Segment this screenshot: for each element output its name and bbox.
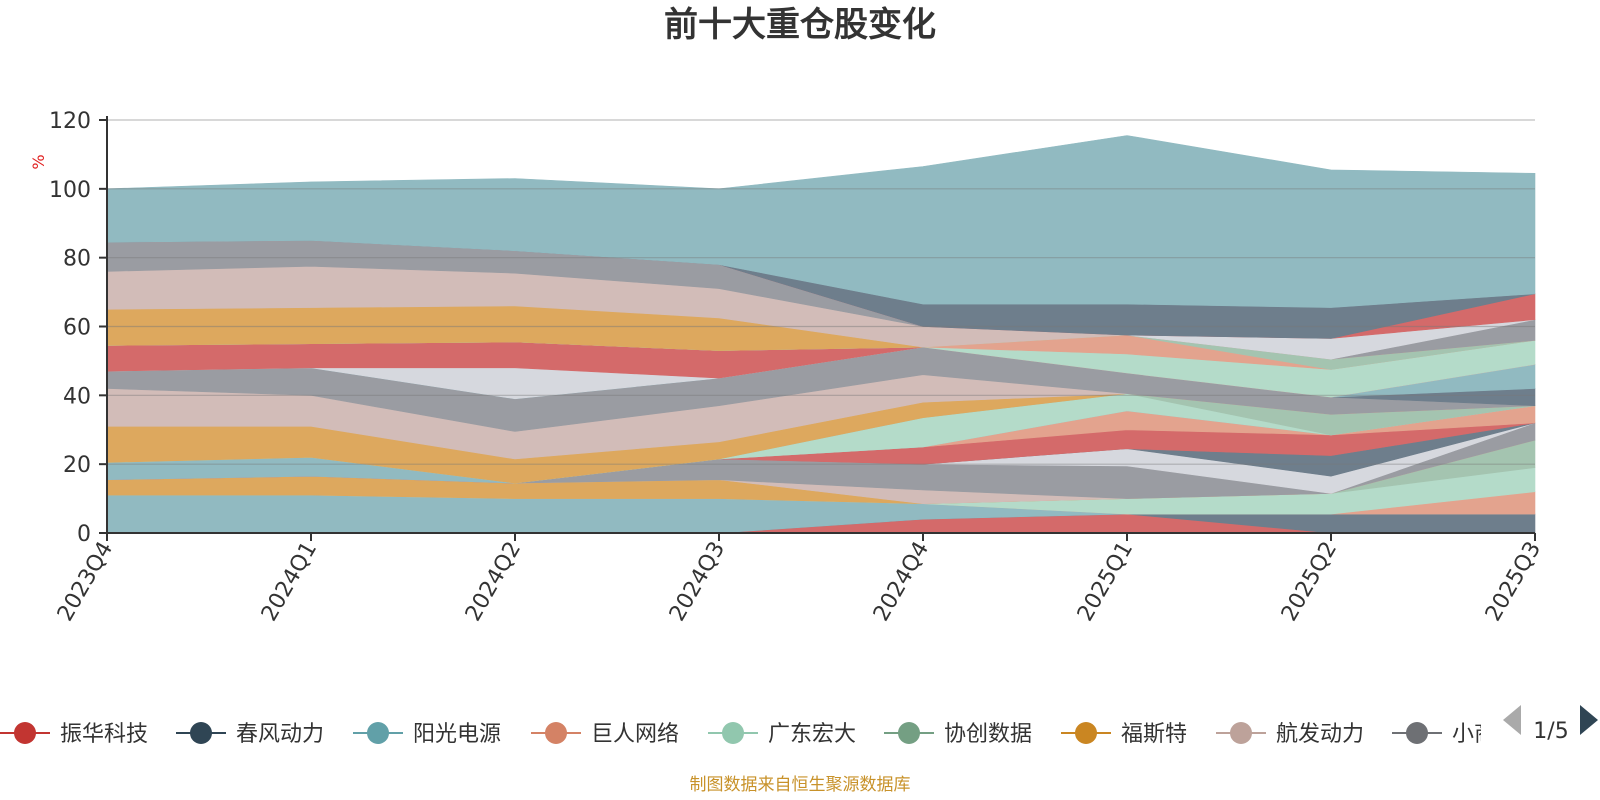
legend-dot-icon — [1075, 722, 1097, 744]
legend-dot-icon — [14, 722, 36, 744]
legend-item-8[interactable]: 航发动力 — [1216, 722, 1364, 747]
x-tick-label: 2025Q3 — [1481, 538, 1546, 626]
y-tick-label: 80 — [63, 247, 91, 272]
x-tick-label: 2025Q1 — [1073, 538, 1138, 626]
legend-item-1[interactable]: 振华科技 — [0, 722, 148, 747]
x-tick-label: 2024Q1 — [257, 538, 322, 626]
stacked-areas — [106, 135, 1536, 534]
y-tick-label: 20 — [63, 453, 91, 478]
legend-item-5[interactable]: 广东宏大 — [708, 722, 856, 747]
legend-dot-icon — [1406, 722, 1428, 744]
grid-lines — [107, 119, 1535, 465]
chart-title: 前十大重仓股变化 — [664, 5, 936, 45]
legend-label: 振华科技 — [60, 722, 148, 747]
legend-dot-icon — [722, 722, 744, 744]
legend-label: 小商品城 — [1452, 722, 1540, 747]
legend-item-6[interactable]: 协创数据 — [884, 722, 1032, 747]
source-note: 制图数据来自恒生聚源数据库 — [690, 775, 911, 795]
legend-label: 春风动力 — [236, 722, 324, 747]
legend-dot-icon — [898, 722, 920, 744]
legend-item-3[interactable]: 阳光电源 — [353, 722, 501, 747]
y-tick-label: 0 — [77, 522, 91, 547]
legend-label: 巨人网络 — [591, 722, 679, 747]
x-tick-label: 2023Q4 — [53, 538, 118, 626]
y-axis-label: % — [29, 154, 48, 169]
legend-label: 福斯特 — [1121, 722, 1187, 747]
x-tick-label: 2024Q2 — [461, 538, 526, 626]
x-tick-label: 2024Q4 — [869, 538, 934, 626]
legend-prev-icon[interactable] — [1503, 705, 1521, 735]
y-tick-label: 40 — [63, 384, 91, 409]
legend: 振华科技 春风动力 阳光电源 巨人网络 广东宏大 协创数据 福斯特 航发动力 小商品城 — [0, 722, 1540, 747]
legend-pager: 1/5 — [1503, 705, 1598, 744]
legend-dot-icon — [367, 722, 389, 744]
legend-page-indicator: 1/5 — [1533, 719, 1568, 744]
x-tick-label: 2024Q3 — [665, 538, 730, 626]
legend-next-icon[interactable] — [1580, 705, 1598, 735]
area-series-33 — [106, 135, 1536, 308]
legend-dot-icon — [1230, 722, 1252, 744]
x-tick-label: 2025Q2 — [1277, 538, 1342, 626]
legend-item-9[interactable]: 小商品城 — [1392, 722, 1540, 747]
legend-dot-icon — [190, 722, 212, 744]
legend-item-7[interactable]: 福斯特 — [1061, 722, 1187, 747]
y-tick-label: 100 — [49, 178, 91, 203]
y-tick-label: 120 — [49, 109, 91, 134]
legend-label: 阳光电源 — [413, 722, 501, 747]
legend-item-4[interactable]: 巨人网络 — [531, 722, 679, 747]
legend-label: 航发动力 — [1276, 722, 1364, 747]
legend-label: 广东宏大 — [768, 722, 856, 747]
legend-dot-icon — [545, 722, 567, 744]
legend-item-2[interactable]: 春风动力 — [176, 722, 324, 747]
legend-label: 协创数据 — [944, 722, 1032, 747]
y-tick-label: 60 — [63, 316, 91, 341]
